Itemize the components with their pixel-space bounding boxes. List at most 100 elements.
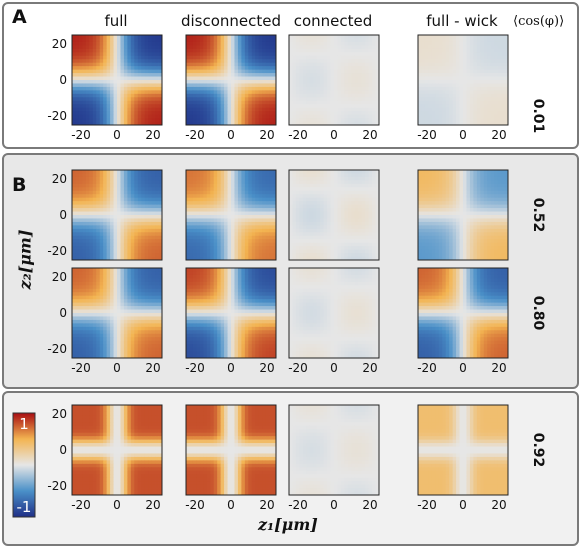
heatmap-cell: [313, 107, 318, 112]
heatmap-cell: [431, 73, 436, 77]
heatmap-cell: [72, 76, 76, 81]
heatmap-cell: [302, 83, 307, 88]
heatmap-cell: [372, 100, 376, 105]
heatmap-cell: [372, 41, 376, 46]
heatmap-cell: [431, 176, 436, 181]
heatmap-cell: [449, 100, 454, 105]
heatmap-cell: [299, 201, 304, 206]
heatmap-cell: [289, 180, 293, 185]
heatmap-cell: [248, 62, 253, 67]
heatmap-cell: [372, 208, 376, 212]
heatmap-cell: [196, 80, 201, 84]
heatmap-cell: [272, 170, 277, 174]
heatmap-cell: [358, 100, 363, 105]
heatmap-cell: [210, 249, 215, 254]
heatmap-cell: [234, 253, 239, 257]
heatmap-cell: [442, 104, 447, 109]
heatmap-cell: [347, 41, 352, 46]
heatmap-cell: [435, 121, 440, 126]
heatmap-cell: [421, 38, 426, 43]
heatmap-cell: [295, 249, 300, 254]
heatmap-cell: [445, 35, 450, 39]
heatmap-cell: [289, 45, 293, 50]
heatmap-cell: [459, 48, 464, 53]
heatmap-cell: [110, 218, 114, 223]
heatmap-cell: [494, 83, 499, 88]
heatmap-cell: [463, 55, 467, 60]
heatmap-cell: [424, 170, 429, 174]
heatmap-cell: [217, 232, 222, 237]
heatmap-cell: [269, 107, 273, 112]
heatmap-cell: [89, 62, 94, 67]
heatmap-cell: [103, 107, 108, 112]
heatmap-cell: [199, 59, 204, 64]
heatmap-cell: [123, 48, 128, 53]
heatmap-cell: [217, 180, 222, 185]
heatmap-cell: [186, 38, 190, 43]
heatmap-cell: [217, 215, 222, 219]
heatmap-cell: [351, 45, 356, 50]
heatmap-cell: [248, 190, 253, 195]
heatmap-cell: [504, 76, 509, 81]
heatmap-cell: [192, 76, 197, 81]
heatmap-cell: [258, 111, 263, 116]
heatmap-cell: [428, 62, 433, 67]
heatmap-cell: [96, 107, 101, 112]
heatmap-cell: [469, 173, 474, 178]
heatmap-cell: [117, 225, 121, 230]
heatmap-cell: [148, 215, 153, 219]
heatmap-cell: [473, 66, 478, 71]
heatmap-cell: [418, 97, 422, 102]
heatmap-cell: [192, 204, 197, 209]
heatmap-cell: [210, 41, 215, 46]
heatmap-cell: [251, 183, 256, 188]
heatmap-cell: [309, 215, 314, 219]
heatmap-cell: [251, 76, 256, 81]
heatmap-cell: [120, 228, 125, 233]
heatmap-cell: [231, 93, 235, 98]
heatmap-cell: [234, 204, 239, 209]
heatmap-cell: [316, 215, 321, 219]
heatmap-cell: [337, 83, 342, 88]
heatmap-cell: [99, 66, 104, 71]
heatmap-cell: [351, 197, 356, 202]
heatmap-cell: [231, 41, 235, 46]
heatmap-cell: [224, 228, 228, 233]
heatmap-cell: [344, 52, 349, 57]
heatmap-cell: [431, 111, 436, 116]
heatmap-cell: [96, 114, 101, 119]
heatmap-cell: [428, 190, 433, 195]
heatmap-cell: [320, 221, 325, 226]
heatmap-cell: [155, 180, 159, 185]
heatmap-cell: [192, 253, 197, 257]
heatmap-cell: [421, 170, 426, 174]
heatmap-cell: [110, 221, 114, 226]
heatmap-cell: [292, 118, 297, 122]
heatmap-cell: [347, 66, 352, 71]
heatmap-cell: [463, 111, 467, 116]
heatmap-cell: [234, 104, 239, 109]
heatmap-cell: [375, 183, 380, 188]
heatmap-cell: [490, 90, 495, 95]
heatmap-cell: [375, 197, 380, 202]
heatmap-cell: [210, 80, 215, 84]
heatmap-cell: [431, 194, 436, 199]
heatmap-cell: [272, 66, 277, 71]
heatmap-cell: [438, 69, 443, 74]
heatmap-cell: [269, 253, 273, 257]
heatmap-cell: [248, 121, 253, 126]
heatmap-cell: [220, 249, 225, 254]
heatmap-cell: [295, 180, 300, 185]
heatmap-cell: [241, 173, 246, 178]
heatmap-cell: [340, 90, 345, 95]
heatmap-cell: [217, 253, 222, 257]
heatmap-cell: [262, 90, 267, 95]
heatmap-cell: [330, 218, 335, 223]
heatmap-cell: [106, 221, 111, 226]
heatmap-cell: [155, 100, 159, 105]
heatmap-cell: [463, 107, 467, 112]
heatmap-cell: [316, 197, 321, 202]
heatmap-cell: [137, 76, 142, 81]
heatmap-cell: [217, 48, 222, 53]
heatmap-cell: [323, 90, 328, 95]
